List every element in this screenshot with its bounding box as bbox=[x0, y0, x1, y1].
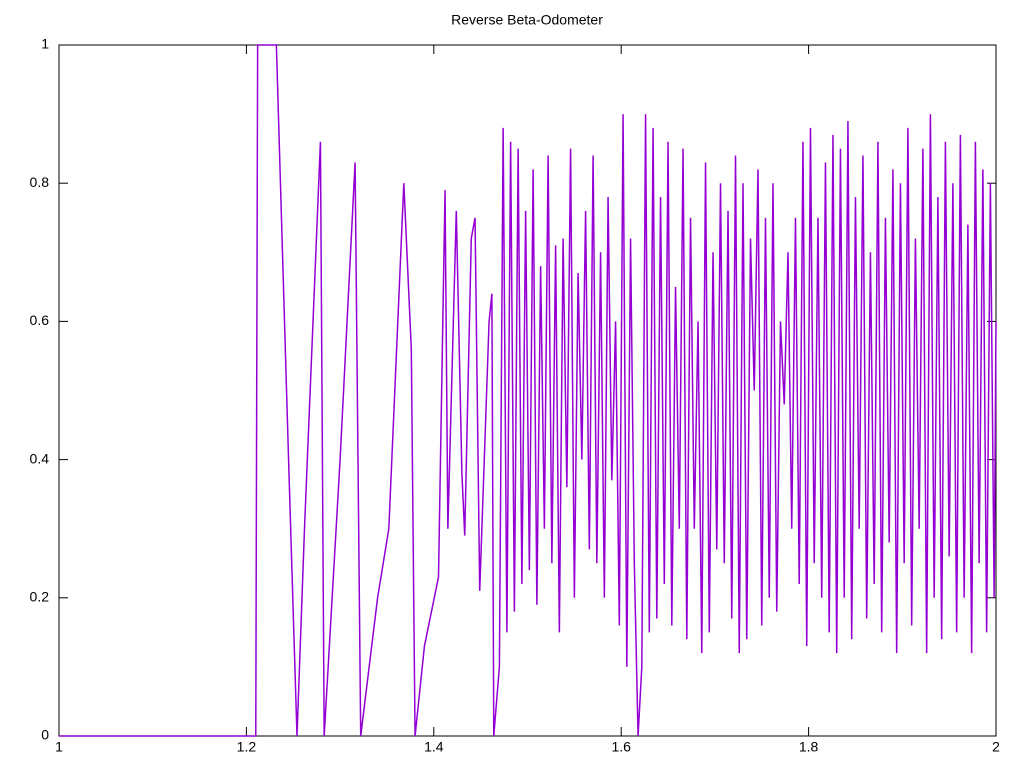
y-tick-label: 1 bbox=[41, 36, 49, 52]
y-tick-label: 0.2 bbox=[30, 589, 50, 605]
x-tick-label: 1.8 bbox=[799, 739, 819, 755]
chart-title: Reverse Beta-Odometer bbox=[451, 12, 603, 28]
y-tick-label: 0.8 bbox=[30, 174, 50, 190]
x-tick-label: 1.6 bbox=[611, 739, 631, 755]
line-series bbox=[59, 44, 997, 737]
x-tick-label: 1.2 bbox=[237, 739, 257, 755]
x-tick-label: 1.4 bbox=[424, 739, 444, 755]
y-tick-label: 0.4 bbox=[30, 450, 50, 466]
y-tick-label: 0.6 bbox=[30, 312, 50, 328]
x-tick-label: 2 bbox=[992, 739, 1000, 755]
x-tick-label: 1 bbox=[55, 739, 63, 755]
y-tick-label: 0 bbox=[41, 727, 49, 743]
